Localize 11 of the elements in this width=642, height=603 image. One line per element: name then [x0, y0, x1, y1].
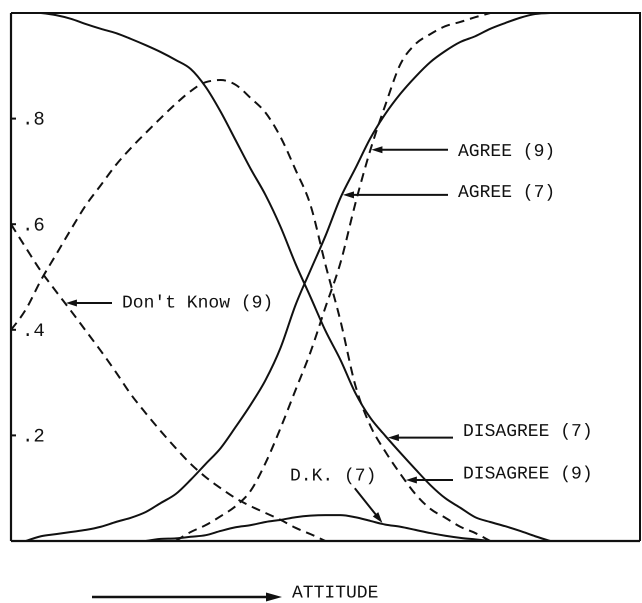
x-axis-title: ATTITUDE: [292, 583, 378, 603]
annotation: AGREE (9): [458, 142, 556, 162]
annotation: AGREE (7): [458, 183, 556, 204]
annotation: DISAGREE (7): [463, 422, 593, 442]
y-tick-label: .2: [22, 425, 45, 448]
annotation: D.K. (7): [290, 466, 376, 486]
y-tick-label: .4: [22, 320, 45, 342]
y-tick-label: .8: [22, 108, 45, 131]
y-tick-label: .6: [22, 214, 45, 236]
annotation: Don't Know (9): [122, 293, 274, 314]
annotation: DISAGREE (9): [463, 464, 593, 484]
